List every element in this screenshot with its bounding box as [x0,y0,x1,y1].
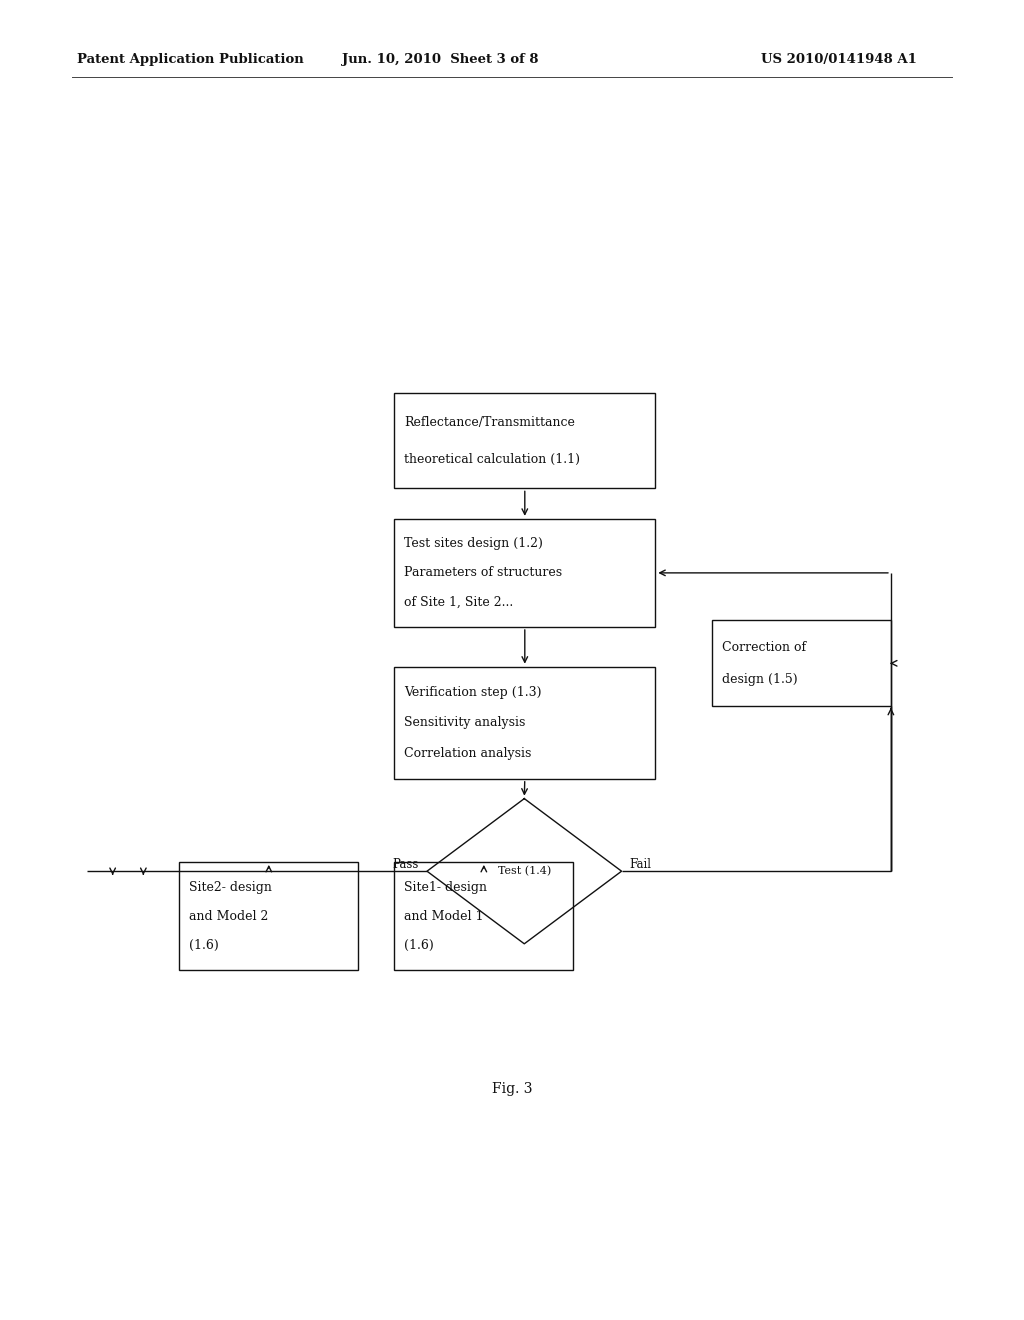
Text: (1.6): (1.6) [404,939,434,952]
FancyBboxPatch shape [394,862,573,970]
FancyBboxPatch shape [394,667,655,779]
Text: Patent Application Publication: Patent Application Publication [77,53,303,66]
Text: Jun. 10, 2010  Sheet 3 of 8: Jun. 10, 2010 Sheet 3 of 8 [342,53,539,66]
FancyBboxPatch shape [394,393,655,488]
Text: US 2010/0141948 A1: US 2010/0141948 A1 [761,53,916,66]
Text: Parameters of structures: Parameters of structures [404,566,562,579]
Text: Sensitivity analysis: Sensitivity analysis [404,717,526,729]
Text: Verification step (1.3): Verification step (1.3) [404,686,542,698]
FancyBboxPatch shape [394,519,655,627]
Text: Site1- design: Site1- design [404,880,487,894]
Text: Fig. 3: Fig. 3 [492,1082,532,1096]
Text: Reflectance/Transmittance: Reflectance/Transmittance [404,416,575,429]
Text: and Model 1: and Model 1 [404,909,484,923]
Text: theoretical calculation (1.1): theoretical calculation (1.1) [404,453,581,466]
Text: Correction of: Correction of [722,640,806,653]
Text: Pass: Pass [392,858,419,871]
Text: design (1.5): design (1.5) [722,673,798,686]
FancyBboxPatch shape [712,620,891,706]
Text: (1.6): (1.6) [189,939,219,952]
Text: Test (1.4): Test (1.4) [498,866,551,876]
Text: of Site 1, Site 2...: of Site 1, Site 2... [404,595,514,609]
Text: and Model 2: and Model 2 [189,909,269,923]
Text: Fail: Fail [630,858,651,871]
Text: Test sites design (1.2): Test sites design (1.2) [404,537,544,550]
Text: Correlation analysis: Correlation analysis [404,747,531,759]
FancyBboxPatch shape [179,862,358,970]
Text: Site2- design: Site2- design [189,880,272,894]
Polygon shape [427,799,622,944]
